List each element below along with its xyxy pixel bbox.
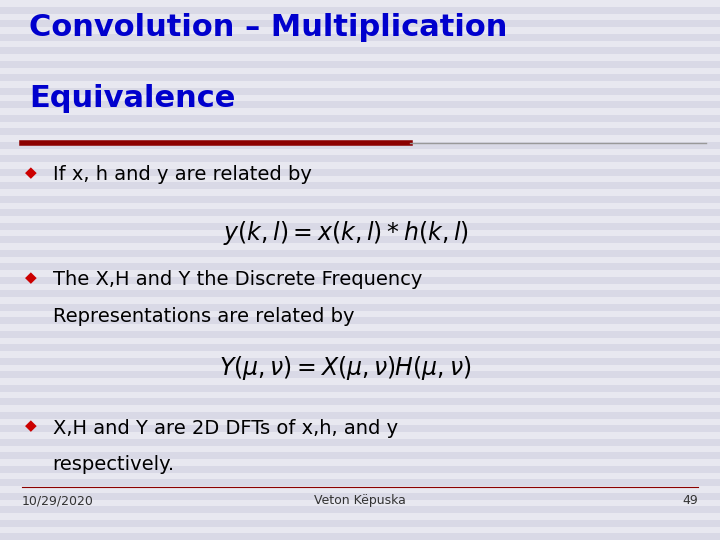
Bar xyxy=(0,47,720,54)
Bar xyxy=(0,534,720,540)
Bar xyxy=(0,102,720,108)
Text: Convolution – Multiplication: Convolution – Multiplication xyxy=(29,14,507,43)
Bar xyxy=(0,507,720,513)
Text: $Y(\mu,\nu)= X(\mu,\nu)H(\mu,\nu)$: $Y(\mu,\nu)= X(\mu,\nu)H(\mu,\nu)$ xyxy=(220,354,472,382)
Bar xyxy=(0,6,720,14)
Bar xyxy=(0,128,720,135)
Text: 10/29/2020: 10/29/2020 xyxy=(22,494,94,507)
Bar xyxy=(0,168,720,176)
Bar xyxy=(0,303,720,310)
Text: Veton Këpuska: Veton Këpuska xyxy=(314,494,406,507)
Bar xyxy=(0,141,720,149)
Bar xyxy=(0,519,720,526)
Bar xyxy=(0,317,720,324)
Bar xyxy=(0,263,720,270)
Bar xyxy=(0,60,720,68)
Bar xyxy=(0,399,720,405)
Bar xyxy=(0,426,720,432)
Text: ◆: ◆ xyxy=(25,418,37,434)
Bar xyxy=(0,357,720,364)
Bar xyxy=(0,465,720,472)
Bar xyxy=(0,87,720,94)
Bar xyxy=(0,237,720,243)
Bar xyxy=(0,222,720,230)
Bar xyxy=(0,330,720,338)
Text: Equivalence: Equivalence xyxy=(29,84,235,113)
Bar xyxy=(0,195,720,202)
Bar xyxy=(0,411,720,418)
Bar xyxy=(0,156,720,162)
Bar xyxy=(0,384,720,391)
Bar xyxy=(0,453,720,459)
Bar xyxy=(0,209,720,216)
Bar xyxy=(0,276,720,284)
Bar xyxy=(0,20,720,27)
Bar xyxy=(0,249,720,256)
Text: X,H and Y are 2D DFTs of x,h, and y: X,H and Y are 2D DFTs of x,h, and y xyxy=(53,418,397,437)
Bar xyxy=(0,492,720,500)
Bar xyxy=(0,480,720,486)
Text: $y(k,l)= x(k,l)*h(k,l)$: $y(k,l)= x(k,l)*h(k,l)$ xyxy=(222,219,469,247)
Text: ◆: ◆ xyxy=(25,165,37,180)
Bar xyxy=(0,291,720,297)
Text: Representations are related by: Representations are related by xyxy=(53,307,354,326)
Bar xyxy=(0,183,720,189)
Text: respectively.: respectively. xyxy=(53,455,175,474)
Bar xyxy=(0,372,720,378)
Text: If x, h and y are related by: If x, h and y are related by xyxy=(53,165,312,184)
Bar xyxy=(0,438,720,445)
Bar xyxy=(0,345,720,351)
Bar xyxy=(0,74,720,81)
Text: The X,H and Y the Discrete Frequency: The X,H and Y the Discrete Frequency xyxy=(53,270,422,289)
Bar xyxy=(0,33,720,40)
Text: 49: 49 xyxy=(683,494,698,507)
Text: ◆: ◆ xyxy=(25,270,37,285)
Bar xyxy=(0,115,720,122)
